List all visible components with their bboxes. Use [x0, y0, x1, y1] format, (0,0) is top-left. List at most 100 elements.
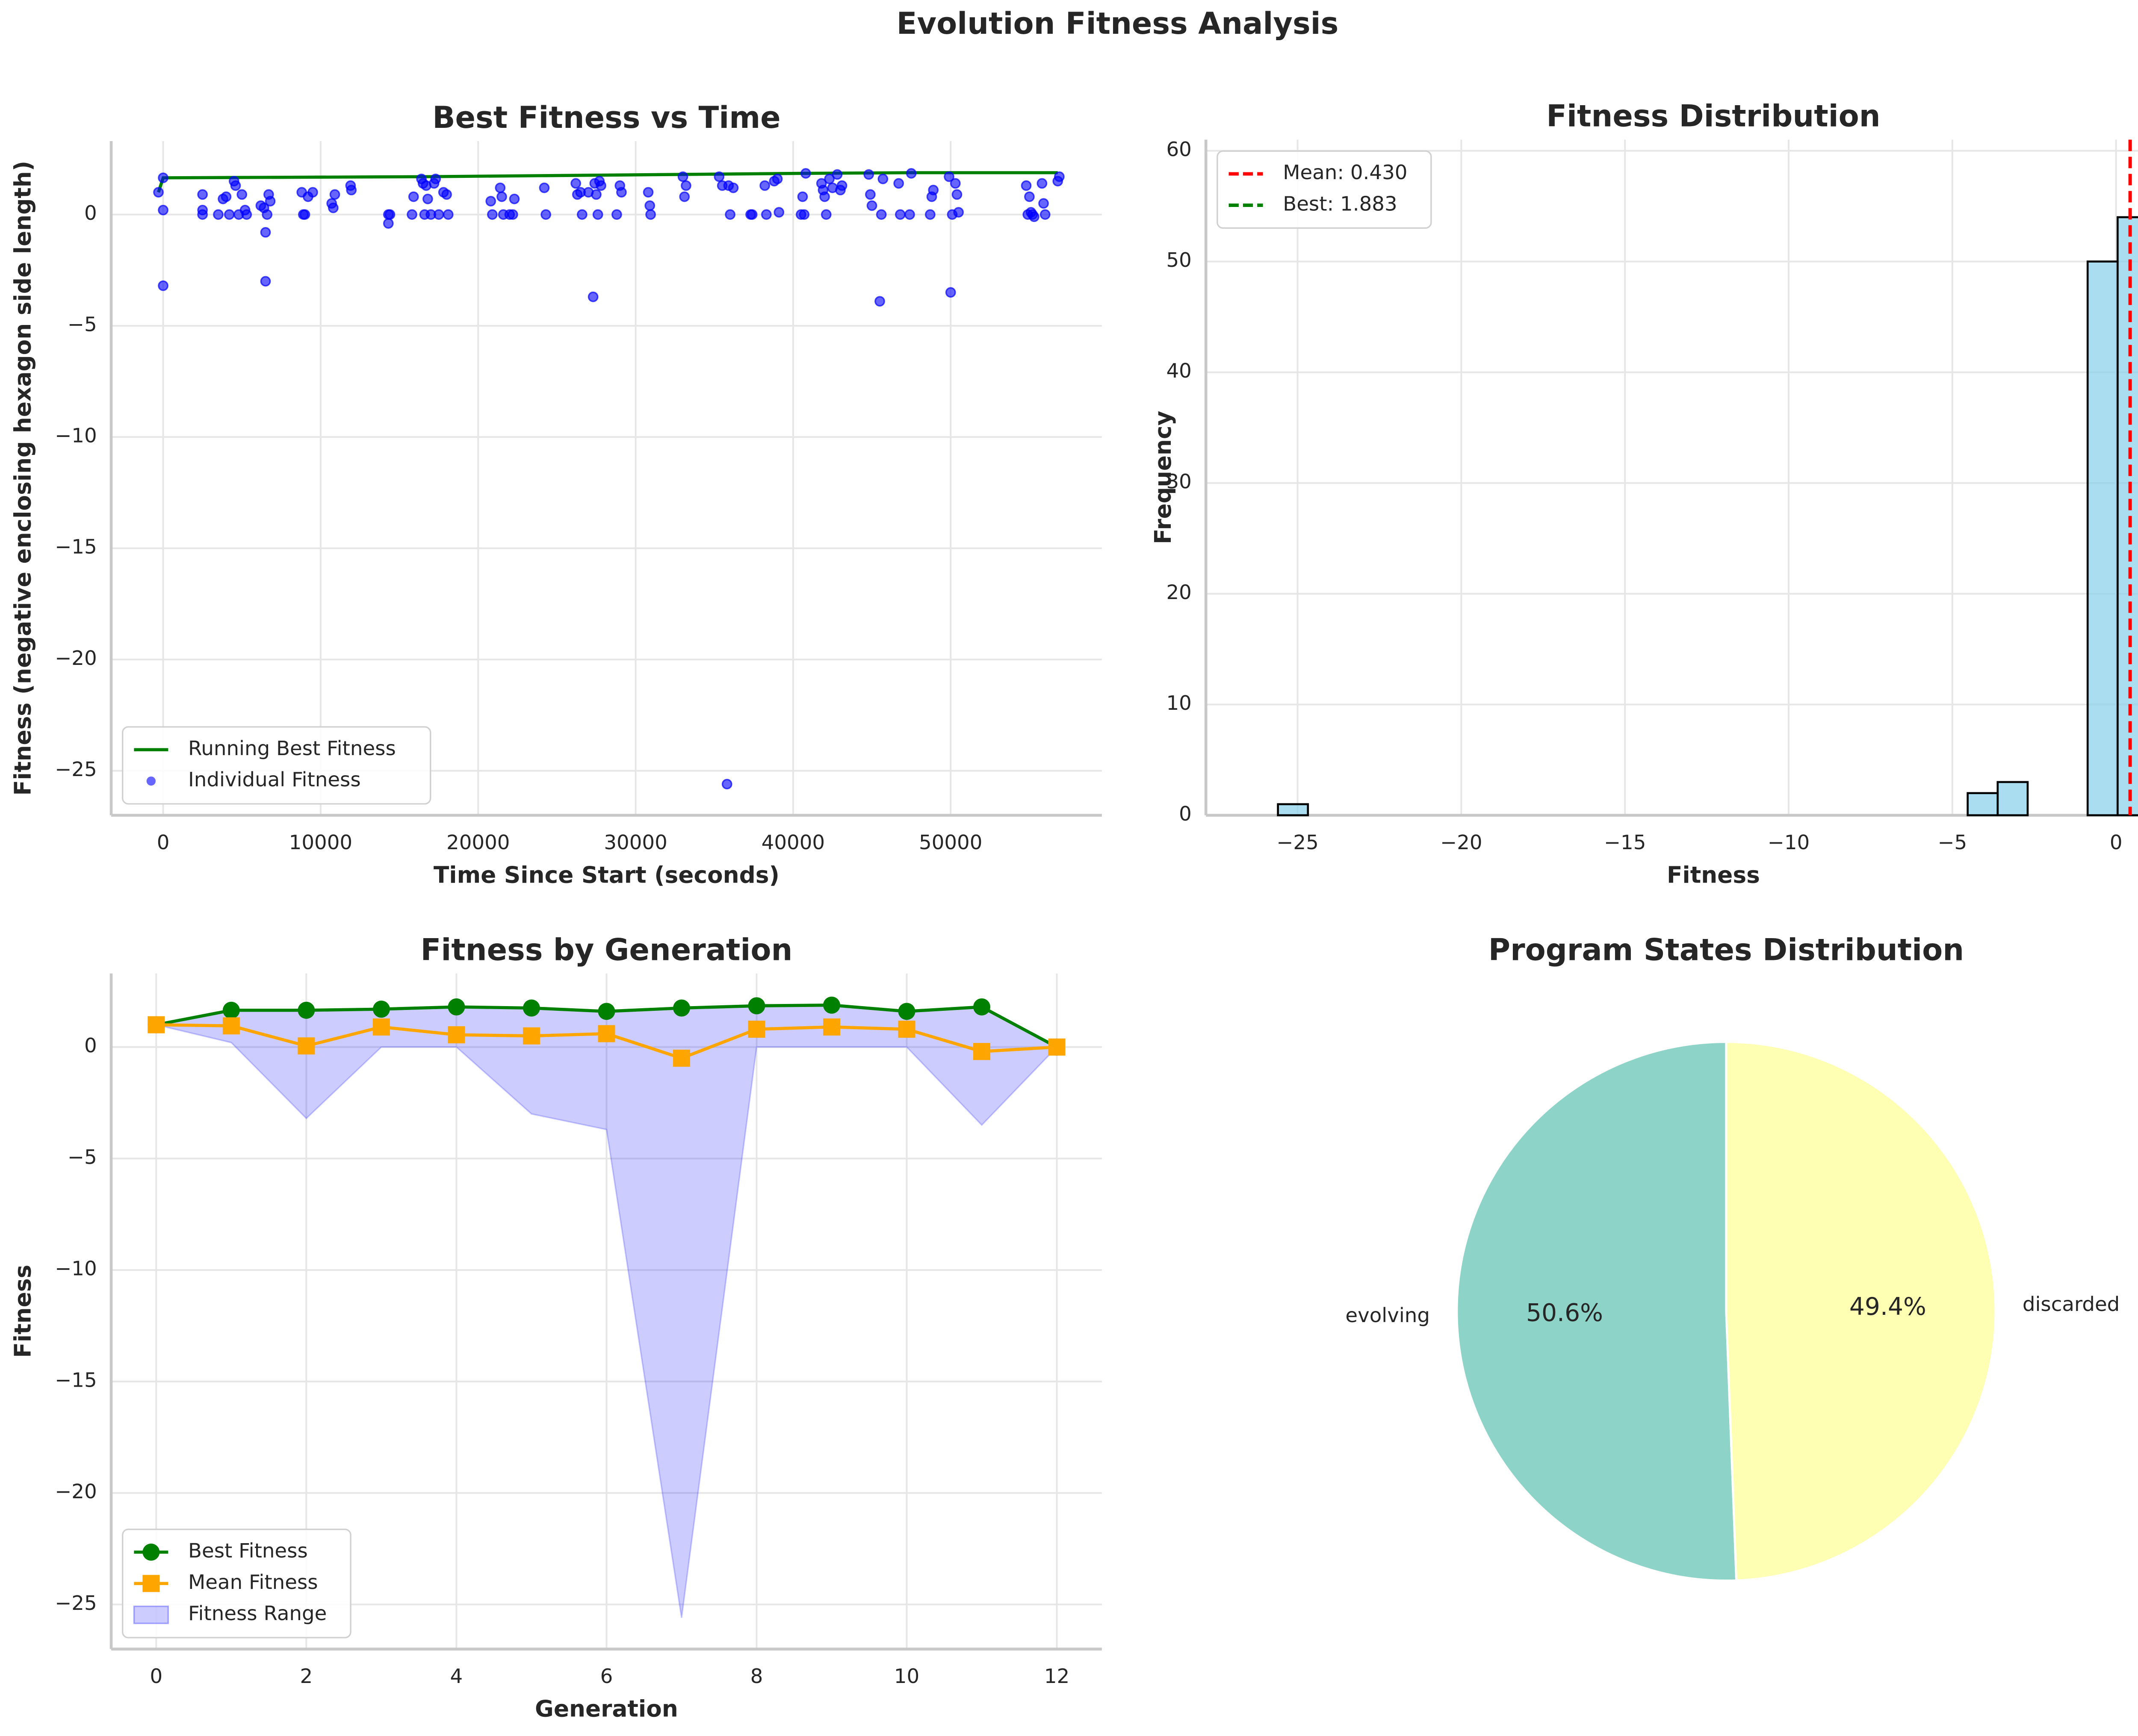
x-tick-label: −10 [1768, 831, 1810, 854]
marker [298, 1037, 315, 1055]
x-tick-label: 10 [894, 1665, 919, 1688]
point [725, 209, 735, 220]
point [422, 193, 433, 204]
point [158, 204, 168, 216]
point [877, 174, 889, 184]
point [774, 207, 785, 218]
point [496, 191, 507, 202]
point [1021, 180, 1032, 191]
point [611, 209, 622, 220]
point [950, 178, 961, 189]
chart-title: Fitness Distribution [1546, 99, 1880, 134]
y-tick-label: 0 [84, 1034, 97, 1057]
point [485, 196, 496, 207]
point [221, 191, 232, 202]
point [430, 174, 441, 184]
point [865, 189, 876, 200]
point [346, 185, 357, 195]
y-tick-label: −15 [55, 1369, 97, 1392]
marker [523, 999, 540, 1017]
point [904, 209, 915, 220]
x-tick-label: 8 [750, 1665, 763, 1688]
marker [598, 1025, 615, 1042]
x-tick-label: 10000 [289, 831, 352, 854]
point [328, 202, 339, 213]
chart-title: Fitness by Generation [421, 933, 793, 968]
point [945, 287, 956, 298]
x-tick-label: −5 [1937, 831, 1967, 854]
point [819, 191, 830, 202]
x-tick-label: 2 [300, 1665, 313, 1688]
pie-slice [1725, 1041, 1997, 1582]
point [591, 189, 602, 200]
x-axis-label: Generation [535, 1695, 678, 1722]
point [797, 191, 808, 202]
y-tick-label: 40 [1166, 360, 1191, 383]
x-tick-label: −25 [1276, 831, 1318, 854]
point [441, 189, 452, 200]
pie-slice [1456, 1041, 1738, 1582]
marker [898, 1021, 915, 1038]
x-tick-label: 0 [157, 831, 170, 854]
point [383, 218, 394, 229]
x-tick-label: 4 [450, 1665, 463, 1688]
point [213, 209, 224, 220]
point [832, 169, 843, 180]
legend-symbol [133, 1606, 169, 1624]
y-tick-label: 0 [1179, 803, 1192, 826]
y-tick-label: −25 [55, 758, 97, 781]
point [495, 182, 506, 193]
marker [222, 1017, 240, 1035]
point [876, 209, 887, 220]
point [224, 209, 235, 220]
point [236, 189, 248, 200]
marker [222, 1001, 240, 1019]
figure-title: Evolution Fitness Analysis [897, 6, 1339, 41]
y-tick-label: −25 [55, 1592, 97, 1615]
marker [298, 1001, 315, 1019]
point [681, 180, 691, 191]
point [540, 209, 551, 220]
x-tick-label: 0 [150, 1665, 162, 1688]
point [679, 191, 690, 202]
point [487, 209, 498, 220]
point [158, 280, 168, 291]
point [1054, 171, 1065, 182]
point [772, 174, 783, 184]
point [407, 209, 417, 220]
x-tick-label: 6 [600, 1665, 613, 1688]
x-tick-label: 50000 [919, 831, 982, 854]
point [1037, 178, 1048, 189]
point [893, 178, 904, 189]
point [265, 196, 276, 207]
marker [973, 1043, 991, 1060]
bar [1996, 781, 2029, 817]
point [433, 209, 444, 220]
point [800, 168, 811, 179]
point [821, 209, 832, 220]
point [928, 185, 939, 195]
marker [372, 1018, 390, 1036]
pie-value-label: 49.4% [1849, 1293, 1926, 1321]
point [1039, 209, 1051, 220]
bar [1967, 792, 1999, 817]
y-tick-label: 60 [1166, 138, 1191, 161]
pie-value-label: 50.6% [1526, 1299, 1603, 1327]
y-tick-label: −10 [55, 425, 97, 448]
marker [523, 1027, 540, 1045]
point [539, 182, 550, 193]
point [241, 209, 252, 220]
legend-box [1217, 150, 1432, 229]
x-tick-label: 40000 [762, 831, 825, 854]
y-tick-label: −10 [55, 1258, 97, 1281]
point [153, 187, 164, 198]
marker [448, 1026, 465, 1044]
x-tick-label: −20 [1440, 831, 1482, 854]
point [329, 189, 340, 200]
point [944, 171, 954, 182]
point [645, 209, 656, 220]
point [158, 172, 168, 183]
point [799, 209, 810, 220]
